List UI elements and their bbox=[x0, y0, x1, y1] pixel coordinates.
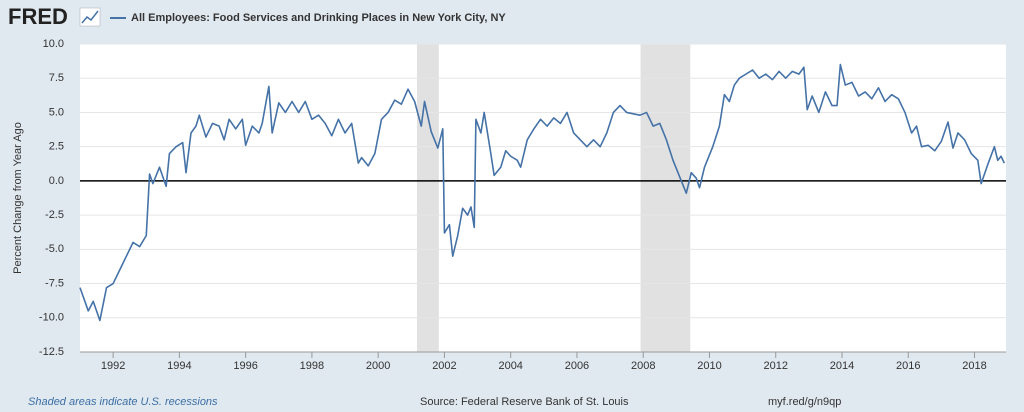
x-tick-label: 2002 bbox=[432, 360, 456, 372]
recession-band bbox=[640, 44, 691, 352]
x-tick-label: 2008 bbox=[631, 360, 655, 372]
y-tick-label: -7.5 bbox=[45, 277, 64, 289]
y-tick-label: -2.5 bbox=[45, 209, 64, 221]
x-tick-label: 2006 bbox=[565, 360, 589, 372]
x-tick-label: 1996 bbox=[233, 360, 257, 372]
y-tick-label: 10.0 bbox=[43, 38, 64, 50]
y-tick-label: -5.0 bbox=[45, 243, 64, 255]
x-tick-label: 2016 bbox=[896, 360, 920, 372]
source: Source: Federal Reserve Bank of St. Loui… bbox=[420, 396, 629, 408]
x-tick-label: 2014 bbox=[830, 360, 854, 372]
legend-label: All Employees: Food Services and Drinkin… bbox=[131, 12, 506, 24]
recession-note[interactable]: Shaded areas indicate U.S. recessions bbox=[28, 396, 218, 408]
x-tick-label: 2018 bbox=[962, 360, 986, 372]
plot-area bbox=[80, 44, 1006, 352]
x-tick-label: 2000 bbox=[366, 360, 390, 372]
y-tick-label: 7.5 bbox=[49, 72, 64, 84]
link[interactable]: myf.red/g/n9qp bbox=[768, 396, 841, 408]
y-tick-label: 2.5 bbox=[49, 141, 64, 153]
logo-icon bbox=[79, 7, 101, 27]
y-axis-label: Percent Change from Year Ago bbox=[12, 122, 24, 274]
x-tick-label: 1992 bbox=[101, 360, 125, 372]
data-line bbox=[79, 63, 1006, 322]
y-tick-label: -12.5 bbox=[39, 346, 64, 358]
x-tick-label: 2004 bbox=[498, 360, 522, 372]
recession-band bbox=[416, 44, 439, 352]
x-tick-label: 2012 bbox=[764, 360, 788, 372]
x-tick-label: 2010 bbox=[697, 360, 721, 372]
y-tick-label: 5.0 bbox=[49, 106, 64, 118]
y-tick-label: -10.0 bbox=[39, 312, 64, 324]
y-tick-label: 0.0 bbox=[49, 175, 64, 187]
x-tick-label: 1998 bbox=[300, 360, 324, 372]
x-tick-label: 1994 bbox=[167, 360, 191, 372]
brand-logo: FRED bbox=[8, 4, 68, 29]
